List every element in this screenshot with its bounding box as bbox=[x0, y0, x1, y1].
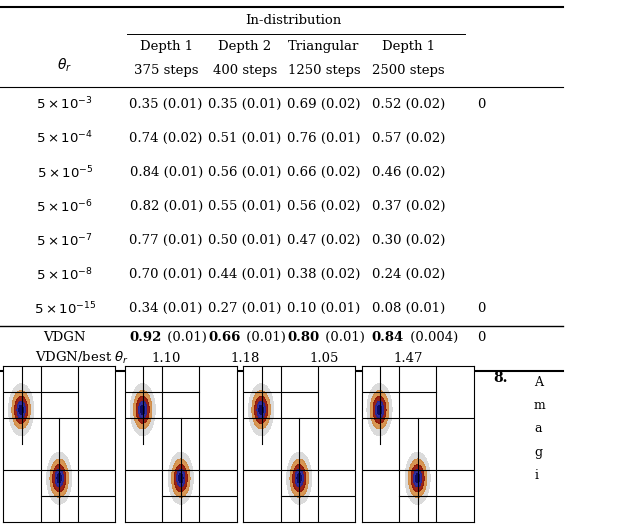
Text: 0.82 (0.01): 0.82 (0.01) bbox=[129, 200, 203, 213]
Text: 0.77 (0.01): 0.77 (0.01) bbox=[129, 234, 203, 247]
Text: 0.57 (0.02): 0.57 (0.02) bbox=[372, 132, 445, 145]
Text: 0.76 (0.01): 0.76 (0.01) bbox=[287, 132, 360, 145]
Text: Depth 1: Depth 1 bbox=[381, 40, 435, 53]
Text: 0.35 (0.01): 0.35 (0.01) bbox=[129, 98, 203, 111]
Text: 0.74 (0.02): 0.74 (0.02) bbox=[129, 132, 203, 145]
Text: 0.69 (0.02): 0.69 (0.02) bbox=[287, 98, 360, 111]
Text: 0.92: 0.92 bbox=[129, 331, 162, 344]
Text: $5 \times 10^{-3}$: $5 \times 10^{-3}$ bbox=[36, 96, 93, 113]
Text: Depth 2: Depth 2 bbox=[218, 40, 271, 53]
Text: 400 steps: 400 steps bbox=[213, 64, 277, 77]
Text: 0.27 (0.01): 0.27 (0.01) bbox=[208, 302, 282, 315]
Text: 0.47 (0.02): 0.47 (0.02) bbox=[287, 234, 360, 247]
Text: 0.55 (0.01): 0.55 (0.01) bbox=[209, 200, 282, 213]
Text: 0.66 (0.02): 0.66 (0.02) bbox=[287, 166, 360, 179]
Text: 0.51 (0.01): 0.51 (0.01) bbox=[209, 132, 282, 145]
Text: (0.01): (0.01) bbox=[242, 331, 286, 344]
Text: i: i bbox=[534, 469, 538, 482]
Text: 0.50 (0.01): 0.50 (0.01) bbox=[209, 234, 282, 247]
Text: (0.004): (0.004) bbox=[406, 331, 458, 344]
Text: 0: 0 bbox=[477, 331, 486, 344]
Text: 0.35 (0.01): 0.35 (0.01) bbox=[208, 98, 282, 111]
Text: 0.70 (0.01): 0.70 (0.01) bbox=[129, 268, 203, 281]
Text: VDGN/best $\theta_r$: VDGN/best $\theta_r$ bbox=[35, 350, 129, 366]
Text: $\theta_r$: $\theta_r$ bbox=[57, 56, 72, 74]
Text: 375 steps: 375 steps bbox=[134, 64, 198, 77]
Text: 0.34 (0.01): 0.34 (0.01) bbox=[129, 302, 203, 315]
Text: $5 \times 10^{-15}$: $5 \times 10^{-15}$ bbox=[33, 300, 96, 317]
Text: $5 \times 10^{-4}$: $5 \times 10^{-4}$ bbox=[36, 130, 93, 147]
Text: 0.44 (0.01): 0.44 (0.01) bbox=[209, 268, 282, 281]
Text: g: g bbox=[534, 445, 542, 458]
Text: In-distribution: In-distribution bbox=[244, 14, 341, 27]
Text: $5 \times 10^{-7}$: $5 \times 10^{-7}$ bbox=[36, 232, 93, 249]
Text: 0: 0 bbox=[477, 302, 486, 315]
Text: 0.52 (0.02): 0.52 (0.02) bbox=[372, 98, 445, 111]
Text: 0.08 (0.01): 0.08 (0.01) bbox=[372, 302, 445, 315]
Text: 1.10: 1.10 bbox=[152, 352, 181, 365]
Text: 0.24 (0.02): 0.24 (0.02) bbox=[372, 268, 445, 281]
Text: 0.84: 0.84 bbox=[372, 331, 404, 344]
Text: $5 \times 10^{-6}$: $5 \times 10^{-6}$ bbox=[36, 198, 93, 215]
Text: 0: 0 bbox=[477, 98, 486, 111]
Text: 1.18: 1.18 bbox=[230, 352, 260, 365]
Text: (0.01): (0.01) bbox=[321, 331, 365, 344]
Text: 1250 steps: 1250 steps bbox=[287, 64, 360, 77]
Text: Triangular: Triangular bbox=[288, 40, 360, 53]
Text: 0.30 (0.02): 0.30 (0.02) bbox=[372, 234, 445, 247]
Text: 0.38 (0.02): 0.38 (0.02) bbox=[287, 268, 360, 281]
Text: m: m bbox=[534, 399, 546, 412]
Text: 2500 steps: 2500 steps bbox=[372, 64, 445, 77]
Text: $5 \times 10^{-5}$: $5 \times 10^{-5}$ bbox=[36, 164, 93, 181]
Text: Depth 1: Depth 1 bbox=[140, 40, 193, 53]
Text: $5 \times 10^{-8}$: $5 \times 10^{-8}$ bbox=[36, 266, 93, 283]
Text: (0.01): (0.01) bbox=[163, 331, 207, 344]
Text: a: a bbox=[534, 422, 541, 435]
Text: 0.37 (0.02): 0.37 (0.02) bbox=[372, 200, 445, 213]
Text: 1.47: 1.47 bbox=[394, 352, 423, 365]
Text: 0.46 (0.02): 0.46 (0.02) bbox=[372, 166, 445, 179]
Text: 0.84 (0.01): 0.84 (0.01) bbox=[129, 166, 203, 179]
Text: 0.56 (0.02): 0.56 (0.02) bbox=[287, 200, 360, 213]
Text: VDGN: VDGN bbox=[44, 331, 86, 344]
Text: 1.05: 1.05 bbox=[309, 352, 339, 365]
Text: 0.66: 0.66 bbox=[208, 331, 241, 344]
Text: 0.10 (0.01): 0.10 (0.01) bbox=[287, 302, 360, 315]
Text: 8.: 8. bbox=[493, 371, 508, 385]
Text: 0.80: 0.80 bbox=[287, 331, 319, 344]
Text: 0.56 (0.01): 0.56 (0.01) bbox=[208, 166, 282, 179]
Text: A: A bbox=[534, 376, 543, 388]
